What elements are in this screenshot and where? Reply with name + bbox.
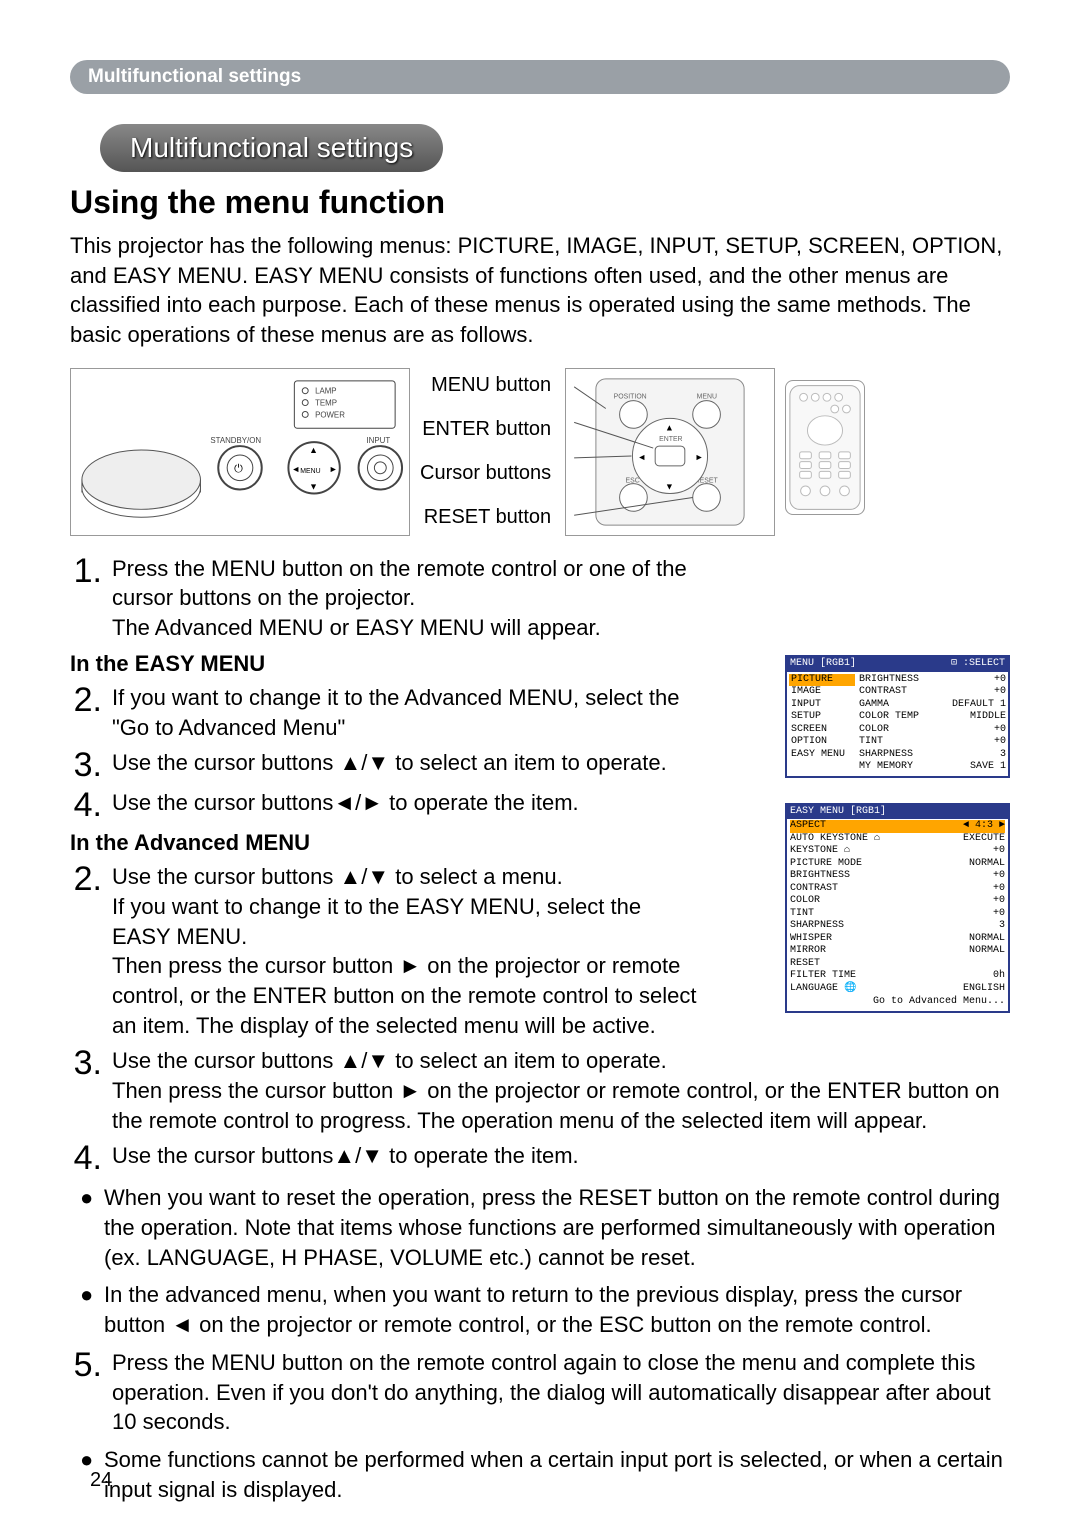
section-tab-text: Multifunctional settings xyxy=(130,132,413,163)
easy-menu-item: LANGUAGE 🌐ENGLISH xyxy=(790,983,1005,996)
adv-step2-line2: If you want to change it to the EASY MEN… xyxy=(112,894,641,949)
section-title: Using the menu function xyxy=(70,184,1010,221)
adv-menu-category: SETUP xyxy=(789,711,855,724)
easy-step3: Use the cursor buttons ▲/▼ to select an … xyxy=(112,748,705,782)
svg-text:ESC: ESC xyxy=(626,477,640,484)
bullet2-text: In the advanced menu, when you want to r… xyxy=(104,1280,1010,1339)
svg-text:▲: ▲ xyxy=(665,422,674,432)
adv-menu-title-left: MENU [RGB1] xyxy=(790,658,856,671)
svg-text:TEMP: TEMP xyxy=(315,398,337,407)
breadcrumb-text: Multifunctional settings xyxy=(88,66,301,87)
easy-menu-item: COLOR+0 xyxy=(790,895,1005,908)
bullet-icon: ● xyxy=(80,1183,94,1272)
easy-menu-item: SHARPNESS3 xyxy=(790,920,1005,933)
easy-menu-footer: Go to Advanced Menu... xyxy=(787,996,1008,1011)
adv-menu-category: IMAGE xyxy=(789,686,855,699)
adv-menu-category: SCREEN xyxy=(789,724,855,737)
adv-menu-category: EASY MENU xyxy=(789,749,855,762)
svg-text:◄: ◄ xyxy=(638,452,647,462)
step1-line1: Press the MENU button on the remote cont… xyxy=(112,556,687,611)
svg-text:▼: ▼ xyxy=(309,481,318,491)
bullet1-text: When you want to reset the operation, pr… xyxy=(104,1183,1010,1272)
adv-menu-item: SHARPNESS3 xyxy=(859,749,1006,762)
easy-menu-item: AUTO KEYSTONE ⌂EXECUTE xyxy=(790,833,1005,846)
svg-text:ENTER: ENTER xyxy=(659,436,682,443)
adv-menu-category: PICTURE xyxy=(789,674,855,687)
easy-menu-item: CONTRAST+0 xyxy=(790,883,1005,896)
easy-step4: Use the cursor buttons◄/► to operate the… xyxy=(112,788,705,822)
step-number: 4. xyxy=(70,1141,102,1175)
side-menu-screenshots: MENU [RGB1] ⊡ :SELECT PICTUREIMAGEINPUTS… xyxy=(785,655,1010,1013)
intro-paragraph: This projector has the following menus: … xyxy=(70,231,1010,350)
easy-menu-item: ASPECT◄ 4:3 ► xyxy=(790,820,1005,833)
remote-control-full xyxy=(785,380,865,515)
easy-menu-item: TINT+0 xyxy=(790,908,1005,921)
adv-step3-line2: Then press the cursor button ► on the pr… xyxy=(112,1078,1000,1133)
page-number: 24 xyxy=(90,1469,112,1492)
svg-text:◄: ◄ xyxy=(291,464,300,474)
reset-button-label: RESET button xyxy=(420,506,551,529)
adv-step3-line1: Use the cursor buttons ▲/▼ to select an … xyxy=(112,1048,667,1073)
svg-text:POSITION: POSITION xyxy=(614,393,647,400)
bullet3-text: Some functions cannot be performed when … xyxy=(104,1445,1010,1504)
step1-line2: The Advanced MENU or EASY MENU will appe… xyxy=(112,615,601,640)
menu-button-label: MENU button xyxy=(420,374,551,397)
step-number: 4. xyxy=(70,788,102,822)
easy-menu-item: FILTER TIME0h xyxy=(790,970,1005,983)
step-number: 3. xyxy=(70,748,102,782)
step-number: 3. xyxy=(70,1046,102,1135)
advanced-menu-window: MENU [RGB1] ⊡ :SELECT PICTUREIMAGEINPUTS… xyxy=(785,655,1010,778)
diagram-row: LAMP TEMP POWER STANDBY/ON INPUT ⏻ ▲ ▼ ◄… xyxy=(70,368,1010,536)
step-number: 1. xyxy=(70,554,102,643)
svg-text:▲: ▲ xyxy=(309,445,318,455)
remote-control-closeup: POSITION MENU ESC RESET ENTER ▲ ▼ ◄ ► xyxy=(565,368,775,536)
adv-menu-item: COLOR+0 xyxy=(859,724,1006,737)
adv-menu-item: MY MEMORYSAVE 1 xyxy=(859,761,1006,774)
step-number: 2. xyxy=(70,862,102,1040)
svg-text:►: ► xyxy=(329,464,338,474)
adv-menu-category: INPUT xyxy=(789,699,855,712)
adv-menu-item: GAMMADEFAULT 1 xyxy=(859,699,1006,712)
easy-step2: If you want to change it to the Advanced… xyxy=(112,683,705,742)
svg-text:►: ► xyxy=(695,452,704,462)
adv-menu-item: COLOR TEMPMIDDLE xyxy=(859,711,1006,724)
breadcrumb-pill: Multifunctional settings xyxy=(70,60,1010,94)
easy-menu-item: BRIGHTNESS+0 xyxy=(790,870,1005,883)
step5-text: Press the MENU button on the remote cont… xyxy=(112,1348,1010,1437)
bullet-icon: ● xyxy=(80,1280,94,1339)
svg-text:INPUT: INPUT xyxy=(366,436,390,445)
svg-text:POWER: POWER xyxy=(315,410,345,419)
adv-menu-category: OPTION xyxy=(789,736,855,749)
adv-menu-item: BRIGHTNESS+0 xyxy=(859,674,1006,687)
svg-text:MENU: MENU xyxy=(300,468,320,475)
enter-button-label: ENTER button xyxy=(420,418,551,441)
svg-text:MENU: MENU xyxy=(697,393,717,400)
projector-diagram: LAMP TEMP POWER STANDBY/ON INPUT ⏻ ▲ ▼ ◄… xyxy=(70,368,410,536)
adv-menu-item: CONTRAST+0 xyxy=(859,686,1006,699)
step-number: 5. xyxy=(70,1348,102,1437)
easy-menu-title: EASY MENU [RGB1] xyxy=(790,806,886,819)
adv-menu-item: TINT+0 xyxy=(859,736,1006,749)
adv-menu-title-right: ⊡ :SELECT xyxy=(951,658,1005,671)
adv-step4: Use the cursor buttons▲/▼ to operate the… xyxy=(112,1141,1010,1175)
cursor-buttons-label: Cursor buttons xyxy=(420,462,551,485)
easy-menu-item: PICTURE MODENORMAL xyxy=(790,858,1005,871)
step-number: 2. xyxy=(70,683,102,742)
easy-menu-item: KEYSTONE ⌂+0 xyxy=(790,845,1005,858)
easy-menu-item: MIRRORNORMAL xyxy=(790,945,1005,958)
svg-text:⏻: ⏻ xyxy=(234,463,243,475)
easy-menu-window: EASY MENU [RGB1] ASPECT◄ 4:3 ►AUTO KEYST… xyxy=(785,803,1010,1013)
easy-menu-item: WHISPERNORMAL xyxy=(790,933,1005,946)
easy-menu-item: RESET xyxy=(790,958,1005,971)
svg-text:▼: ▼ xyxy=(665,481,674,491)
svg-text:LAMP: LAMP xyxy=(315,386,336,395)
adv-step2-line1: Use the cursor buttons ▲/▼ to select a m… xyxy=(112,864,563,889)
section-tab: Multifunctional settings xyxy=(100,124,443,172)
svg-text:STANDBY/ON: STANDBY/ON xyxy=(210,436,261,445)
adv-step2-line3: Then press the cursor button ► on the pr… xyxy=(112,953,697,1037)
button-labels-column: MENU button ENTER button Cursor buttons … xyxy=(420,368,555,536)
